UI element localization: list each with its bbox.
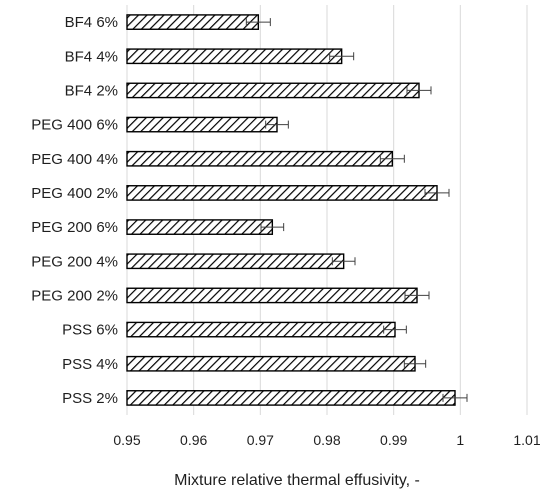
category-label: PEG 400 4%	[31, 151, 118, 168]
gridlines	[126, 5, 528, 415]
category-label: PSS 2%	[62, 390, 118, 407]
x-tick-label: 1.01	[513, 432, 540, 448]
category-label: PEG 200 4%	[31, 253, 118, 270]
bar	[126, 287, 418, 304]
category-label: PEG 200 6%	[31, 219, 118, 236]
category-label: PSS 6%	[62, 322, 118, 339]
bar	[126, 14, 260, 30]
bar	[126, 355, 416, 372]
error-bars	[245, 18, 468, 402]
bar	[126, 390, 456, 406]
category-label: BF4 4%	[65, 48, 118, 65]
category-label: BF4 2%	[65, 82, 118, 99]
category-label: PEG 200 2%	[31, 287, 118, 304]
x-tick-label: 0.99	[380, 432, 407, 448]
x-tick-label: 0.97	[247, 432, 274, 448]
bars	[126, 14, 456, 406]
x-tick-label: 0.98	[313, 432, 340, 448]
category-label: PSS 4%	[62, 356, 118, 373]
category-label: BF4 6%	[65, 14, 118, 31]
bar	[126, 185, 438, 201]
category-label: PEG 400 2%	[31, 185, 118, 202]
bar	[126, 48, 343, 65]
bar	[126, 116, 278, 133]
bar	[126, 253, 345, 270]
category-label: PEG 400 6%	[31, 117, 118, 134]
category-labels: BF4 6% BF4 4% BF4 2% PEG 400 6% PEG 400 4% PE…	[31, 14, 118, 407]
x-axis-title: Mixture relative thermal effusivity, -	[174, 472, 420, 489]
bar	[126, 219, 274, 235]
bar	[126, 150, 394, 167]
bar	[126, 321, 396, 338]
bar	[126, 82, 420, 99]
x-tick-labels: 0.95 0.96 0.97 0.98 0.99 1 1.01	[113, 432, 540, 448]
x-tick-label: 0.96	[180, 432, 207, 448]
x-tick-label: 1	[456, 432, 464, 448]
x-tick-label: 0.95	[113, 432, 140, 448]
